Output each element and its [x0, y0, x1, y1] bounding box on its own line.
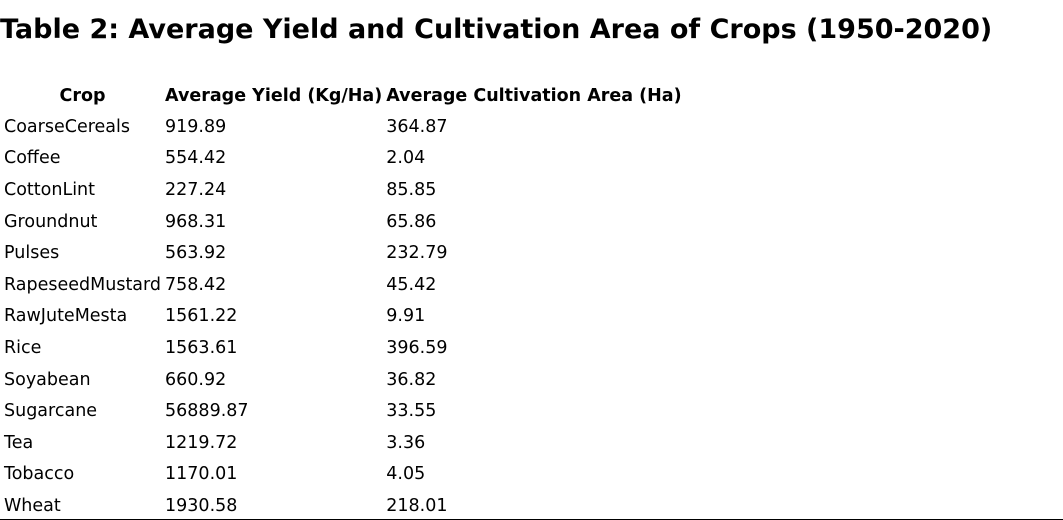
- cell-average-area: 4.05: [386, 464, 426, 485]
- cell-average-yield: 1563.61: [165, 337, 238, 358]
- cell-average-yield: 758.42: [165, 274, 227, 295]
- cell-crop: RapeseedMustard: [4, 274, 162, 295]
- table-row: Sugarcane 56889.87 33.55: [2, 395, 684, 427]
- table-row: Rice 1563.61 396.59: [2, 332, 684, 364]
- table-row: RawJuteMesta 1561.22 9.91: [2, 301, 684, 333]
- table-row: Wheat 1930.58 218.01: [2, 490, 684, 520]
- cell-average-yield: 660.92: [165, 369, 227, 390]
- cell-average-area: 9.91: [386, 306, 426, 327]
- cell-average-area: 232.79: [386, 243, 448, 264]
- cell-crop: CottonLint: [4, 179, 96, 200]
- table-header: Crop Average Yield (Kg/Ha) Average Culti…: [2, 81, 684, 111]
- cell-average-yield: 968.31: [165, 211, 227, 232]
- cell-average-area: 2.04: [386, 148, 426, 169]
- cell-crop: RawJuteMesta: [4, 306, 128, 327]
- cell-crop: Wheat: [4, 495, 61, 516]
- crop-table: Crop Average Yield (Kg/Ha) Average Culti…: [2, 81, 684, 520]
- cell-crop: Groundnut: [4, 211, 98, 232]
- cell-average-yield: 1170.01: [165, 464, 238, 485]
- table-row: Pulses 563.92 232.79: [2, 237, 684, 269]
- cell-crop: Pulses: [4, 243, 60, 264]
- header-average-yield: Average Yield (Kg/Ha): [165, 86, 383, 106]
- cell-average-area: 396.59: [386, 337, 448, 358]
- cell-average-area: 33.55: [386, 401, 437, 422]
- table-row: Soyabean 660.92 36.82: [2, 364, 684, 396]
- table-row: Coffee 554.42 2.04: [2, 143, 684, 175]
- cell-crop: Coffee: [4, 148, 61, 169]
- header-row: Crop Average Yield (Kg/Ha) Average Culti…: [2, 81, 684, 111]
- cell-average-area: 65.86: [386, 211, 437, 232]
- table-row: Tobacco 1170.01 4.05: [2, 459, 684, 491]
- table-row: Groundnut 968.31 65.86: [2, 206, 684, 238]
- cell-average-yield: 554.42: [165, 148, 227, 169]
- cell-average-area: 218.01: [386, 495, 448, 516]
- cell-average-yield: 1561.22: [165, 306, 238, 327]
- cell-average-area: 85.85: [386, 179, 437, 200]
- cell-average-area: 3.36: [386, 432, 426, 453]
- cell-average-yield: 227.24: [165, 179, 227, 200]
- table-title: Table 2: Average Yield and Cultivation A…: [0, 14, 993, 45]
- header-crop: Crop: [59, 86, 106, 106]
- cell-crop: Rice: [4, 337, 42, 358]
- table-row: CoarseCereals 919.89 364.87: [2, 111, 684, 143]
- cell-average-yield: 919.89: [165, 116, 227, 137]
- cell-crop: Tea: [4, 432, 34, 453]
- cell-crop: Tobacco: [4, 464, 75, 485]
- table-row: Tea 1219.72 3.36: [2, 427, 684, 459]
- cell-average-yield: 1930.58: [165, 495, 238, 516]
- cell-average-yield: 56889.87: [165, 401, 249, 422]
- header-average-area: Average Cultivation Area (Ha): [386, 86, 682, 106]
- cell-average-area: 36.82: [386, 369, 437, 390]
- cell-average-yield: 1219.72: [165, 432, 238, 453]
- table-body: CoarseCereals 919.89 364.87 Coffee 554.42 2.0…: [2, 111, 684, 520]
- cell-average-area: 364.87: [386, 116, 448, 137]
- table-row: CottonLint 227.24 85.85: [2, 174, 684, 206]
- cell-average-yield: 563.92: [165, 243, 227, 264]
- cell-crop: Sugarcane: [4, 401, 98, 422]
- cell-crop: Soyabean: [4, 369, 91, 390]
- table-row: RapeseedMustard 758.42 45.42: [2, 269, 684, 301]
- cell-crop: CoarseCereals: [4, 116, 130, 137]
- cell-average-area: 45.42: [386, 274, 437, 295]
